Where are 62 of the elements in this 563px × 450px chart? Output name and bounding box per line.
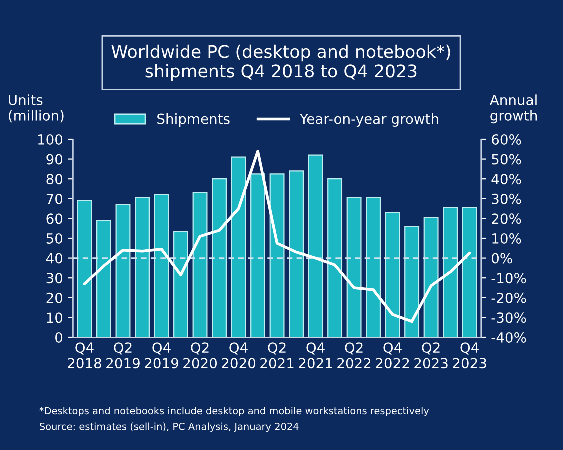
- x-tick-label: Q4 2021: [299, 342, 332, 369]
- y-tick-label: 30: [46, 273, 63, 284]
- y-tick-label: 50: [46, 233, 63, 244]
- x-tick-label: Q2 2019: [106, 342, 140, 369]
- bar: [308, 154, 324, 338]
- chart-title: Worldwide PC (desktop and notebook*) shipments Q4 2018 to Q4 2023: [112, 44, 450, 82]
- y-tick-label: 90: [46, 154, 63, 165]
- bar: [289, 170, 304, 338]
- y-tick-label: 60: [46, 214, 63, 224]
- bar: [250, 174, 266, 338]
- x-tick-label: Q2 2023: [414, 342, 448, 369]
- line-series: [83, 150, 472, 324]
- source-note: Source: estimates (sell-in), PC Analysis, January 2024: [40, 422, 299, 432]
- y2-tick-label: -20%: [492, 292, 526, 304]
- bar: [462, 207, 478, 338]
- bar: [192, 192, 208, 338]
- y2-tick-label: 50%: [492, 154, 522, 165]
- y2-tick-label: 0%: [492, 253, 512, 264]
- bar: [270, 174, 285, 338]
- y-tick-label: 40: [46, 253, 63, 264]
- y2-tick-label: -10%: [492, 273, 526, 284]
- bar: [424, 217, 439, 338]
- bar: [96, 220, 112, 338]
- y-tick-label: 20: [46, 292, 63, 304]
- y2-tick-label: 10%: [492, 233, 522, 244]
- y2-tick-label: 30%: [492, 194, 522, 204]
- x-tick-label: Q4 2023: [453, 342, 486, 369]
- x-tick-label: Q4 2022: [376, 342, 410, 369]
- x-tick-label: Q4 2018: [68, 342, 102, 369]
- bar: [385, 212, 400, 338]
- bar: [404, 226, 420, 338]
- bar: [366, 197, 382, 338]
- y2-tick-label: -40%: [492, 332, 526, 343]
- bar: [443, 207, 458, 338]
- y2-axis-title: Annual growth: [490, 94, 537, 124]
- y-tick-label: 80: [46, 174, 63, 185]
- x-tick-label: Q4 2020: [222, 342, 256, 369]
- x-tick-label: Q2 2022: [338, 342, 371, 369]
- bar: [328, 178, 343, 338]
- legend-label: Shipments: [158, 114, 230, 127]
- bar: [154, 194, 170, 338]
- bar: [77, 200, 92, 338]
- y2-tick-label: 60%: [492, 134, 522, 145]
- y-tick-label: 10: [47, 312, 63, 324]
- x-tick-label: Q2 2020: [184, 342, 218, 369]
- bar: [212, 178, 228, 338]
- y-tick-label: 70: [46, 194, 63, 204]
- bar: [135, 197, 150, 338]
- y-tick-label: 100: [38, 134, 63, 145]
- legend-label: Year-on-year growth: [300, 114, 438, 127]
- bar: [174, 231, 188, 338]
- x-tick-label: Q2 2021: [260, 342, 294, 369]
- x-tick-label: Q4 2019: [145, 342, 178, 369]
- y2-tick-label: 40%: [492, 174, 522, 185]
- bar: [116, 204, 131, 338]
- y2-tick-label: 20%: [492, 214, 522, 224]
- text: *Desktops and notebooks include desktop and mobile workstations respectively: [40, 407, 430, 416]
- bar: [346, 197, 362, 338]
- y-axis-title: Units (million): [9, 94, 64, 123]
- y2-tick-label: -30%: [492, 312, 526, 324]
- bar: [231, 156, 246, 338]
- y-tick-label: 0: [56, 332, 63, 343]
